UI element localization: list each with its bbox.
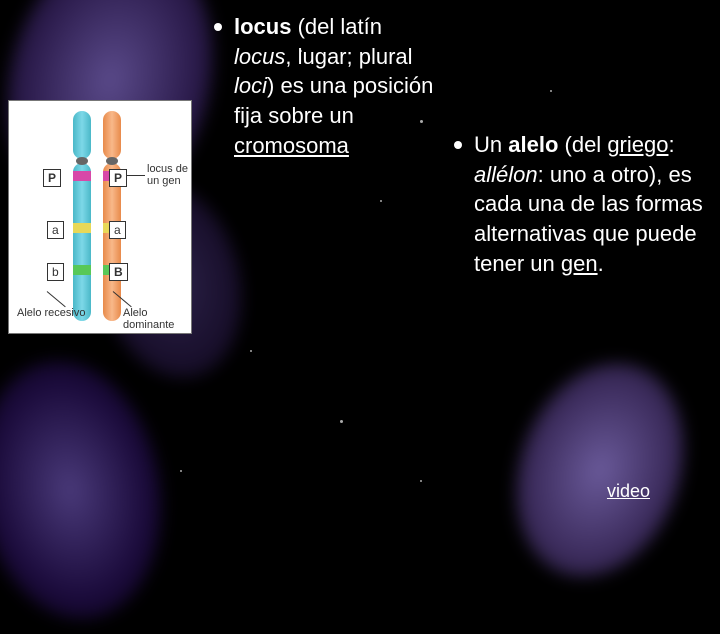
bullet-icon <box>454 141 462 149</box>
label-p-left: P <box>43 169 61 187</box>
locus-definition: locus (del latín locus, lugar; plural lo… <box>234 12 434 160</box>
label-b-right: B <box>109 263 128 281</box>
label-dominant: Alelo dominante <box>123 307 191 331</box>
alelo-definition: Un alelo (del griego: allélon: uno a otr… <box>474 130 704 278</box>
label-recessive: Alelo recesivo <box>17 307 85 319</box>
text-column-alelo: Un alelo (del griego: allélon: uno a otr… <box>454 130 704 278</box>
label-a-left: a <box>47 221 64 239</box>
bullet-icon <box>214 23 222 31</box>
chromosome-diagram: P P locus de un gen a a b B Alelo recesi… <box>8 100 192 334</box>
video-link[interactable]: video <box>607 481 650 502</box>
label-locus: locus de un gen <box>147 163 191 187</box>
label-p-right: P <box>109 169 127 187</box>
text-column-locus: locus (del latín locus, lugar; plural lo… <box>214 12 434 160</box>
label-a-right: a <box>109 221 126 239</box>
label-b-left: b <box>47 263 64 281</box>
